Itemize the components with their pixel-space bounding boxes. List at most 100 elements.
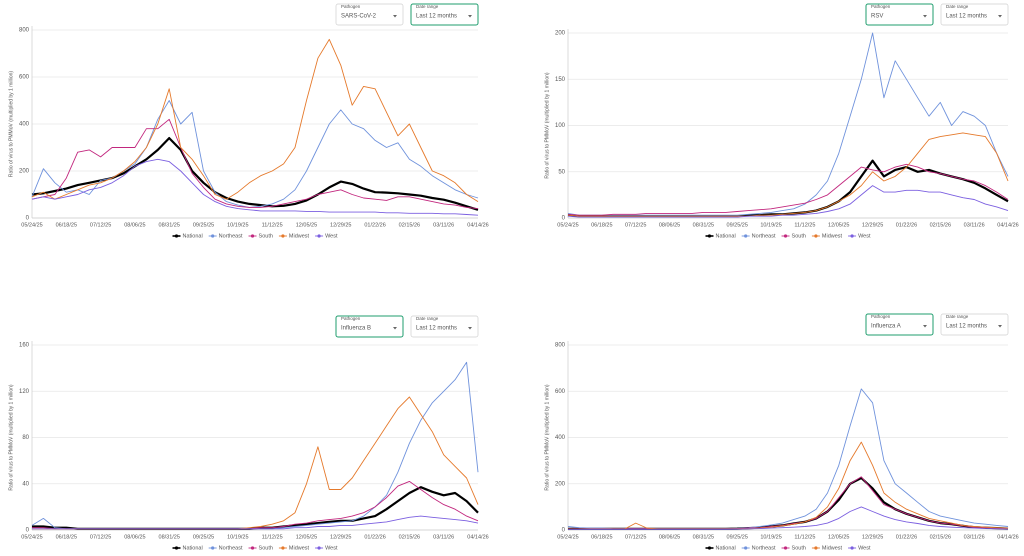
x-tick-label: 10/19/25 <box>760 222 781 228</box>
dropdown-box[interactable] <box>865 3 934 26</box>
legend-item[interactable]: West <box>848 233 871 239</box>
series-line <box>31 137 479 211</box>
dropdown[interactable]: Pathogen Influenza A <box>865 313 934 336</box>
legend-label: South <box>259 545 273 551</box>
legend-item[interactable]: Midwest <box>278 233 310 239</box>
dropdown-value: Influenza A <box>871 324 901 330</box>
legend-dot <box>317 546 321 550</box>
series-line <box>568 441 1009 530</box>
dropdown[interactable]: Pathogen SARS-CoV-2 <box>335 3 404 26</box>
x-tick-label: 08/31/25 <box>693 222 714 228</box>
x-tick-label: 12/29/25 <box>330 534 351 540</box>
x-tick-label: 01/22/26 <box>364 222 385 228</box>
x-tick-label: 08/06/25 <box>124 534 145 540</box>
x-tick-label: 09/25/25 <box>727 534 748 540</box>
dropdown-label: Pathogen <box>341 316 361 321</box>
dropdown-value: Last 12 months <box>946 324 987 330</box>
y-tick-label: 50 <box>558 169 565 175</box>
dropdown-box[interactable] <box>940 3 1009 26</box>
legend-item[interactable]: West <box>315 233 338 239</box>
legend-item[interactable]: Midwest <box>811 545 843 551</box>
dropdown-box[interactable] <box>335 315 404 338</box>
y-tick-label: 800 <box>555 343 566 349</box>
dropdown-value: Last 12 months <box>416 326 457 332</box>
x-tick-label: 12/29/25 <box>330 222 351 228</box>
legend-item[interactable]: National <box>705 545 736 551</box>
dropdown[interactable]: Date range Last 12 months <box>940 313 1009 336</box>
dropdown-value: Last 12 months <box>416 14 457 20</box>
dropdown-box[interactable] <box>940 313 1009 336</box>
y-tick-label: 0 <box>562 528 566 534</box>
legend-dot <box>281 546 285 550</box>
legend-label: National <box>182 233 202 239</box>
dropdown[interactable]: Date range Last 12 months <box>940 3 1009 26</box>
series-line <box>568 506 1009 530</box>
series-line <box>32 480 479 530</box>
legend-label: National <box>182 545 202 551</box>
x-tick-label: 10/19/25 <box>227 222 248 228</box>
legend-label: Midwest <box>822 545 843 551</box>
legend-item[interactable]: South <box>248 233 273 239</box>
legend-item[interactable]: Midwest <box>811 233 843 239</box>
legend-item[interactable]: West <box>848 545 871 551</box>
legend-item[interactable]: West <box>315 545 338 551</box>
legend-label: Northeast <box>752 545 776 551</box>
dropdown-box[interactable] <box>410 315 479 338</box>
series-line <box>567 132 1009 217</box>
legend-dot <box>174 546 179 550</box>
series-line <box>32 515 479 530</box>
legend-label: Northeast <box>752 233 776 239</box>
x-tick-label: 06/18/25 <box>591 534 612 540</box>
dropdown[interactable]: Date range Last 12 months <box>410 3 479 26</box>
y-tick-label: 800 <box>19 28 30 34</box>
legend-label: Midwest <box>822 233 843 239</box>
series-line <box>31 158 479 216</box>
y-axis-label: Ratio of virus to PMMoV (multiplied by 1… <box>544 384 550 490</box>
dropdown[interactable]: Pathogen RSV <box>865 3 934 26</box>
dropdown-value: Last 12 months <box>946 14 987 20</box>
dropdown-label: Pathogen <box>871 4 891 9</box>
y-tick-label: 400 <box>555 435 566 441</box>
dropdown-label: Date range <box>946 314 969 319</box>
legend-item[interactable]: Midwest <box>278 545 310 551</box>
dropdown-value: Influenza B <box>341 326 371 332</box>
x-tick-label: 10/19/25 <box>227 534 248 540</box>
x-tick-label: 08/06/25 <box>659 222 680 228</box>
x-tick-label: 12/05/25 <box>296 534 317 540</box>
dropdown-box[interactable] <box>410 3 479 26</box>
series-line <box>31 38 479 202</box>
legend-dot <box>250 234 255 238</box>
legend-item[interactable]: Northeast <box>208 233 243 239</box>
legend-item[interactable]: Northeast <box>741 233 776 239</box>
legend-item[interactable]: Northeast <box>208 545 243 551</box>
legend-item[interactable]: Northeast <box>741 545 776 551</box>
y-axis-label: Ratio of virus to PMMoV (multiplied by 1… <box>8 71 14 177</box>
x-tick-label: 08/06/25 <box>124 222 145 228</box>
x-tick-label: 08/31/25 <box>159 534 180 540</box>
y-tick-label: 200 <box>19 169 30 175</box>
dropdown-box[interactable] <box>865 313 934 336</box>
x-tick-label: 04/14/26 <box>997 534 1018 540</box>
legend-item[interactable]: South <box>248 545 273 551</box>
legend-item[interactable]: National <box>172 233 203 239</box>
legend-dot <box>744 546 748 550</box>
legend-item[interactable]: National <box>172 545 203 551</box>
legend-dot <box>211 546 215 550</box>
dropdown[interactable]: Date range Last 12 months <box>410 315 479 338</box>
legend-item[interactable]: National <box>705 233 736 239</box>
legend-item[interactable]: South <box>781 545 806 551</box>
legend-label: Northeast <box>219 233 243 239</box>
x-tick-label: 09/25/25 <box>727 222 748 228</box>
legend-item[interactable]: South <box>781 233 806 239</box>
x-tick-label: 01/22/26 <box>896 222 917 228</box>
dropdown-box[interactable] <box>335 3 404 26</box>
legend-label: West <box>325 545 338 551</box>
y-tick-label: 40 <box>22 481 29 487</box>
x-tick-label: 11/12/25 <box>794 222 815 228</box>
x-tick-label: 04/14/26 <box>467 534 488 540</box>
legend-dot <box>707 234 712 238</box>
dropdown-caret <box>468 327 472 330</box>
x-tick-label: 02/15/26 <box>399 534 420 540</box>
dropdown[interactable]: Pathogen Influenza B <box>335 315 404 338</box>
legend-label: Midwest <box>289 233 310 239</box>
